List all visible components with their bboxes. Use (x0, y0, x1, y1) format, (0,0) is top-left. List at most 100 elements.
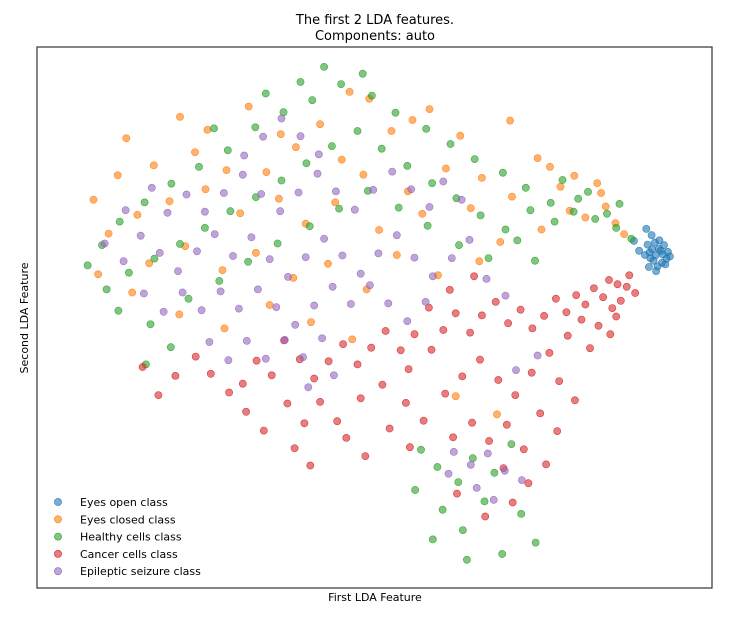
data-point (470, 272, 478, 281)
data-point (449, 447, 458, 456)
data-point (201, 185, 210, 194)
data-point (226, 207, 235, 216)
data-point (391, 108, 400, 117)
data-point (222, 166, 231, 174)
data-point (119, 257, 128, 266)
data-point (546, 198, 555, 207)
data-point (128, 288, 137, 297)
data-point (411, 486, 419, 494)
data-point (210, 230, 219, 238)
data-point (236, 209, 245, 218)
legend-label: Eyes open class (80, 496, 168, 509)
data-point (225, 388, 233, 397)
legend-label: Healthy cells class (80, 531, 182, 544)
data-point (280, 335, 289, 344)
data-point (428, 179, 436, 187)
data-point (631, 289, 640, 297)
data-point (444, 469, 453, 478)
data-point (500, 466, 509, 475)
data-point (296, 132, 305, 141)
data-point (494, 376, 503, 384)
data-point (458, 526, 467, 534)
data-point (244, 102, 253, 111)
data-point (291, 143, 300, 151)
data-point (356, 269, 365, 278)
data-point (122, 134, 131, 143)
data-point (165, 197, 174, 206)
data-point (384, 299, 393, 308)
data-point (427, 345, 436, 354)
data-point (290, 444, 299, 453)
legend-marker (54, 567, 62, 576)
data-point (612, 223, 621, 232)
data-point (294, 188, 303, 197)
data-point (299, 353, 307, 361)
data-point (546, 162, 554, 171)
data-point (328, 282, 337, 291)
data-point (590, 284, 598, 293)
data-point (139, 289, 148, 298)
data-point (643, 240, 652, 249)
data-point (308, 96, 317, 105)
data-point (445, 285, 454, 294)
data-point (533, 154, 542, 162)
data-point (277, 114, 286, 123)
data-point (661, 260, 670, 269)
data-point (447, 254, 456, 262)
data-point (581, 213, 590, 222)
data-point (150, 254, 159, 263)
data-point (417, 445, 425, 454)
legend-label: Epileptic seizure class (80, 565, 201, 578)
legend-marker (54, 532, 62, 541)
data-point (267, 371, 276, 380)
data-point (377, 144, 386, 153)
data-point (171, 371, 180, 380)
data-point (506, 116, 514, 125)
data-point (438, 505, 447, 514)
data-point (154, 391, 163, 399)
data-point (378, 380, 387, 389)
data-point (140, 198, 149, 207)
data-point (599, 293, 607, 302)
data-point (176, 240, 184, 248)
data-point (482, 274, 491, 283)
data-point (537, 225, 546, 234)
data-point (167, 179, 176, 188)
data-point (133, 210, 142, 219)
data-point (422, 124, 431, 133)
data-point (470, 155, 479, 163)
data-point (200, 223, 209, 232)
data-point (545, 348, 554, 357)
data-point (114, 306, 123, 315)
data-point (146, 320, 155, 329)
data-point (257, 190, 266, 198)
data-point (493, 410, 501, 419)
data-point (513, 236, 522, 245)
data-point (627, 234, 636, 243)
data-point (392, 231, 401, 240)
data-point (234, 304, 243, 313)
data-point (405, 443, 414, 452)
data-point (261, 89, 270, 98)
data-point (558, 176, 567, 184)
data-point (174, 267, 182, 275)
x-axis-label: First LDA Feature (328, 591, 422, 604)
data-point (223, 146, 232, 155)
data-point (94, 270, 102, 279)
data-point (458, 372, 467, 381)
data-point (252, 356, 261, 365)
data-point (553, 427, 562, 435)
data-point (484, 254, 493, 262)
data-point (318, 334, 326, 343)
data-point (320, 63, 328, 71)
data-point (191, 352, 200, 361)
data-point (597, 189, 605, 197)
data-point (182, 190, 191, 199)
data-point (593, 179, 602, 187)
data-point (274, 194, 283, 203)
data-point (350, 205, 359, 214)
data-point (625, 271, 634, 280)
data-point (251, 123, 260, 132)
data-point (571, 396, 579, 405)
data-point (155, 248, 164, 257)
